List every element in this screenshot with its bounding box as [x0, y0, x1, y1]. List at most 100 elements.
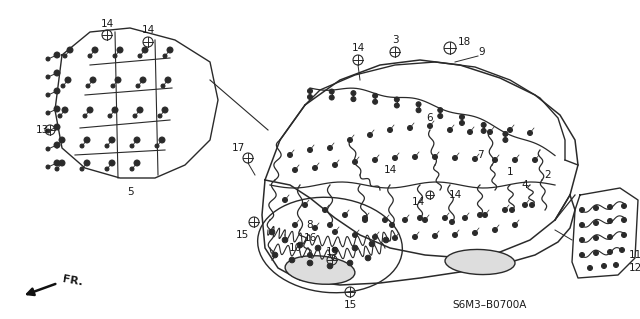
Circle shape	[433, 154, 438, 160]
Circle shape	[142, 47, 148, 53]
Circle shape	[394, 103, 399, 108]
Circle shape	[46, 93, 50, 97]
Text: 14: 14	[100, 19, 114, 29]
Circle shape	[460, 121, 465, 125]
Text: 5: 5	[127, 187, 133, 197]
Circle shape	[46, 111, 50, 115]
Circle shape	[467, 130, 472, 135]
Circle shape	[438, 114, 443, 119]
Text: 11: 11	[628, 250, 640, 260]
Circle shape	[333, 229, 337, 234]
Circle shape	[621, 204, 627, 209]
Circle shape	[413, 234, 417, 240]
Circle shape	[422, 218, 428, 222]
Circle shape	[303, 203, 307, 207]
Circle shape	[163, 54, 167, 58]
Circle shape	[105, 144, 109, 148]
Circle shape	[133, 114, 137, 118]
Circle shape	[383, 218, 387, 222]
Circle shape	[593, 235, 598, 241]
Circle shape	[287, 152, 292, 158]
Circle shape	[488, 130, 493, 135]
Circle shape	[333, 162, 337, 167]
Circle shape	[58, 114, 62, 118]
Circle shape	[161, 84, 165, 88]
Circle shape	[307, 88, 312, 93]
Circle shape	[403, 218, 408, 222]
Circle shape	[289, 257, 295, 263]
Circle shape	[65, 77, 71, 83]
Circle shape	[137, 107, 143, 113]
Circle shape	[477, 212, 483, 218]
Text: 2: 2	[545, 170, 551, 180]
Circle shape	[508, 128, 513, 132]
Circle shape	[307, 94, 312, 100]
Circle shape	[297, 242, 303, 248]
Circle shape	[614, 263, 618, 268]
Circle shape	[80, 167, 84, 171]
Circle shape	[503, 131, 508, 137]
Circle shape	[579, 238, 584, 242]
Circle shape	[105, 167, 109, 171]
Circle shape	[472, 231, 477, 235]
Circle shape	[483, 212, 488, 218]
Circle shape	[348, 137, 353, 143]
Circle shape	[117, 47, 123, 53]
Circle shape	[593, 220, 598, 226]
Circle shape	[579, 222, 584, 227]
Circle shape	[46, 75, 50, 79]
Text: 17: 17	[232, 143, 244, 153]
Circle shape	[46, 147, 50, 151]
Circle shape	[134, 137, 140, 143]
Circle shape	[140, 77, 146, 83]
Circle shape	[138, 54, 142, 58]
Text: 1: 1	[507, 167, 513, 177]
Circle shape	[59, 137, 65, 143]
Circle shape	[509, 207, 515, 212]
Circle shape	[312, 226, 317, 231]
Circle shape	[452, 233, 458, 238]
Text: 14: 14	[383, 165, 397, 175]
Circle shape	[392, 235, 397, 241]
Circle shape	[493, 227, 497, 233]
Text: 14: 14	[412, 197, 424, 207]
Circle shape	[413, 154, 417, 160]
Circle shape	[54, 70, 60, 76]
Circle shape	[130, 167, 134, 171]
Circle shape	[108, 114, 112, 118]
Circle shape	[372, 234, 378, 240]
Circle shape	[59, 160, 65, 166]
Circle shape	[312, 166, 317, 170]
Circle shape	[481, 129, 486, 133]
Circle shape	[87, 107, 93, 113]
Text: 9: 9	[479, 47, 485, 57]
Circle shape	[92, 47, 98, 53]
Circle shape	[503, 137, 508, 143]
Circle shape	[513, 158, 518, 162]
Circle shape	[527, 130, 532, 136]
Text: 6: 6	[427, 113, 433, 123]
Circle shape	[481, 122, 486, 127]
Circle shape	[54, 88, 60, 94]
Circle shape	[442, 216, 447, 220]
Ellipse shape	[285, 256, 355, 284]
Circle shape	[88, 54, 92, 58]
Circle shape	[408, 125, 413, 130]
Text: 15: 15	[325, 247, 339, 257]
Circle shape	[579, 253, 584, 257]
Circle shape	[372, 93, 378, 98]
Circle shape	[54, 142, 60, 148]
Circle shape	[112, 107, 118, 113]
Circle shape	[620, 248, 625, 253]
Circle shape	[352, 245, 358, 251]
Circle shape	[54, 124, 60, 130]
Circle shape	[155, 144, 159, 148]
Circle shape	[315, 245, 321, 251]
Text: 12: 12	[628, 263, 640, 273]
Circle shape	[109, 160, 115, 166]
Circle shape	[621, 233, 627, 238]
Circle shape	[46, 165, 50, 169]
Circle shape	[390, 222, 394, 227]
Circle shape	[529, 203, 534, 207]
Circle shape	[292, 167, 298, 173]
